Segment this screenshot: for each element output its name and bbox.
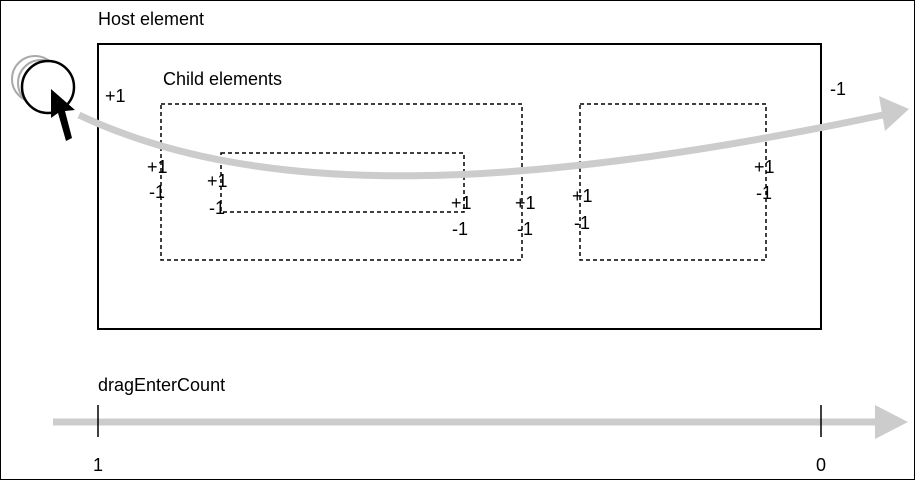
counter-label: dragEnterCount [98, 375, 225, 395]
child2-exit-event: -1 [452, 219, 468, 239]
child-element-1 [160, 103, 523, 261]
child1-reenter-event: +1 [515, 193, 536, 213]
child1-leave-event: -1 [149, 182, 165, 202]
host-leave-event: -1 [830, 79, 846, 99]
counter-end-value: 0 [816, 455, 826, 475]
mouse-pointer-icon [51, 89, 75, 141]
child3-exit-event: -1 [756, 183, 772, 203]
host-element-label: Host element [98, 9, 204, 29]
child3-leave-event: -1 [574, 213, 590, 233]
child-elements-label: Child elements [163, 69, 282, 89]
host-enter-event: +1 [105, 86, 126, 106]
counter-start-value: 1 [93, 455, 103, 475]
child1-enter-event: +1 [147, 157, 168, 177]
child3-enter-event: +1 [572, 186, 593, 206]
child2-reenter-event: +1 [451, 193, 472, 213]
child-element-2 [220, 152, 465, 213]
host-element-box [97, 43, 822, 330]
child2-leave-event: -1 [209, 198, 225, 218]
counter-timeline-arrowhead [875, 405, 908, 439]
child2-enter-event: +1 [207, 171, 228, 191]
drag-path-arrow [77, 111, 884, 180]
drag-path-arrowhead [879, 96, 909, 131]
child3-reenter-event: +1 [754, 157, 775, 177]
child-element-3 [579, 103, 767, 261]
child1-exit-event: -1 [517, 219, 533, 239]
